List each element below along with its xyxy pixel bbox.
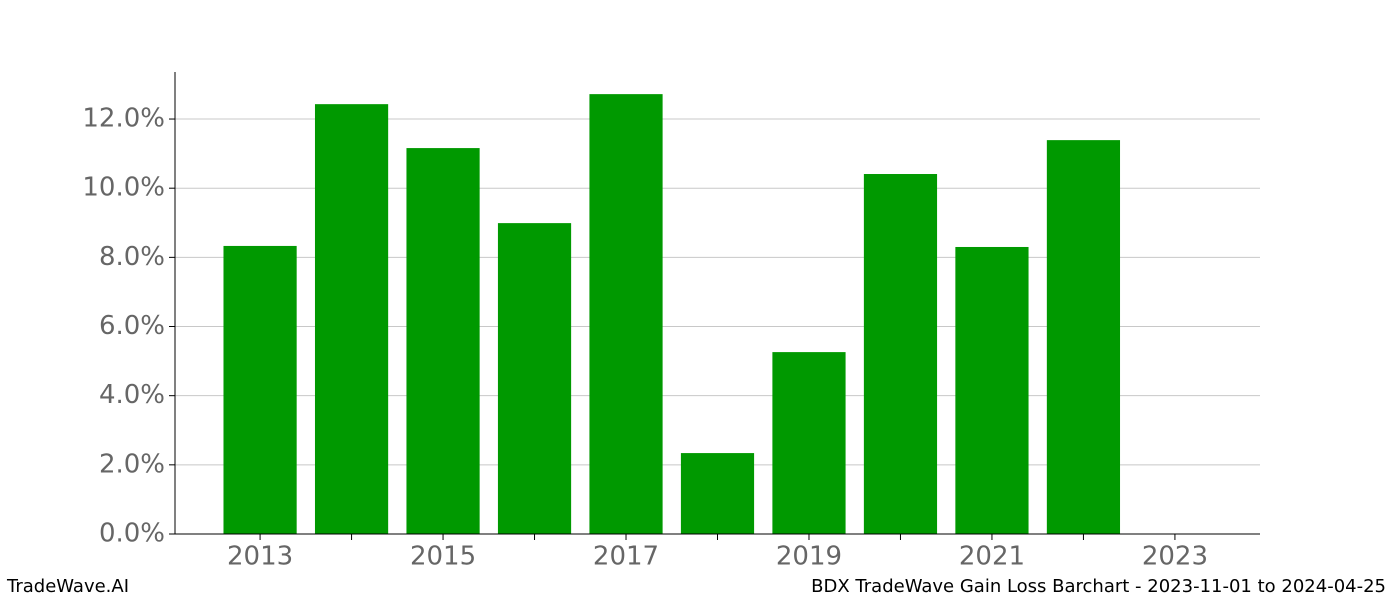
x-tick-label: 2015 (410, 542, 476, 572)
footer-left: TradeWave.AI (6, 576, 129, 597)
bar (589, 94, 663, 534)
x-tick-label: 2023 (1142, 542, 1208, 572)
y-tick-label: 0.0% (99, 519, 165, 549)
y-tick-label: 4.0% (99, 380, 165, 410)
y-tick-label: 8.0% (99, 242, 165, 272)
y-tick-label: 12.0% (82, 104, 165, 134)
bar (680, 453, 755, 534)
x-tick-label: 2013 (227, 542, 293, 572)
footer-right: BDX TradeWave Gain Loss Barchart - 2023-… (811, 576, 1386, 597)
bar (406, 148, 480, 534)
bar (314, 104, 389, 534)
bar (1046, 140, 1121, 534)
x-tick-label: 2019 (776, 542, 842, 572)
bar (772, 352, 846, 534)
y-tick-label: 6.0% (99, 311, 165, 341)
bar (223, 245, 297, 534)
bar (497, 223, 572, 534)
x-tick-label: 2021 (959, 542, 1025, 572)
y-tick-label: 2.0% (99, 449, 165, 479)
x-tick-label: 2017 (593, 542, 659, 572)
bar (863, 174, 938, 534)
y-tick-label: 10.0% (82, 173, 165, 203)
bar (955, 246, 1029, 534)
